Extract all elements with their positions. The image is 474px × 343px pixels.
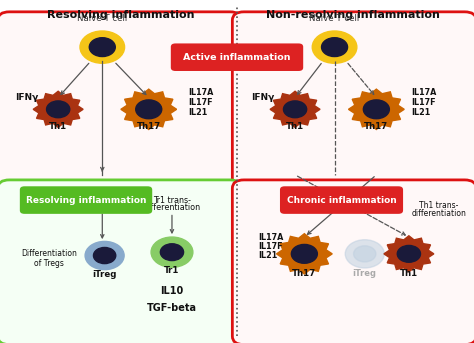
Circle shape: [312, 31, 357, 63]
Polygon shape: [121, 89, 177, 130]
FancyBboxPatch shape: [232, 12, 474, 190]
Text: IL21: IL21: [258, 251, 277, 260]
Circle shape: [89, 38, 115, 57]
Text: IL17A: IL17A: [258, 233, 283, 241]
Text: Resolving inflammation: Resolving inflammation: [47, 10, 195, 20]
Text: Chronic inflammation: Chronic inflammation: [287, 196, 396, 204]
Text: IFNγ: IFNγ: [16, 93, 39, 102]
Text: IL21: IL21: [188, 108, 208, 117]
Text: IL17A: IL17A: [411, 88, 437, 97]
Text: Naive T cell: Naive T cell: [77, 14, 128, 23]
FancyBboxPatch shape: [20, 186, 152, 214]
Text: Differentiation: Differentiation: [21, 249, 77, 258]
Text: IL17F: IL17F: [258, 241, 283, 251]
FancyBboxPatch shape: [280, 186, 403, 214]
Circle shape: [397, 246, 420, 262]
Circle shape: [364, 100, 389, 119]
FancyBboxPatch shape: [0, 12, 242, 190]
Circle shape: [80, 31, 125, 63]
Circle shape: [136, 100, 162, 119]
Text: Th17: Th17: [292, 269, 317, 277]
Text: Th17: Th17: [364, 122, 389, 131]
Text: TGF-beta: TGF-beta: [147, 303, 197, 312]
Text: Non-resolving inflammation: Non-resolving inflammation: [266, 10, 440, 20]
Text: Th1 trans-: Th1 trans-: [419, 201, 459, 210]
Text: iTreg: iTreg: [92, 270, 117, 279]
Text: differentiation: differentiation: [144, 203, 201, 212]
Circle shape: [85, 241, 124, 270]
Text: Th1: Th1: [286, 122, 304, 131]
Circle shape: [354, 246, 376, 262]
Text: IL21: IL21: [411, 108, 430, 117]
Circle shape: [292, 245, 318, 263]
Text: Tr1 trans-: Tr1 trans-: [153, 196, 191, 204]
Text: IL10: IL10: [160, 286, 183, 296]
Circle shape: [46, 101, 70, 118]
Text: of Tregs: of Tregs: [34, 259, 64, 269]
Text: Resolving inflammation: Resolving inflammation: [26, 196, 146, 204]
Text: differentiation: differentiation: [411, 209, 466, 218]
FancyBboxPatch shape: [232, 180, 474, 343]
Circle shape: [160, 244, 183, 261]
Text: Naive T cell: Naive T cell: [310, 14, 360, 23]
Circle shape: [345, 240, 384, 268]
Text: Th1: Th1: [400, 269, 418, 277]
Text: Active inflammation: Active inflammation: [183, 53, 291, 62]
Circle shape: [151, 237, 193, 267]
Circle shape: [283, 101, 307, 118]
Polygon shape: [276, 234, 332, 274]
Polygon shape: [270, 91, 320, 127]
Text: IL17A: IL17A: [188, 88, 214, 97]
Text: Tr1: Tr1: [164, 266, 180, 275]
Circle shape: [321, 38, 347, 57]
Text: iTreg: iTreg: [353, 269, 377, 277]
Text: IFNγ: IFNγ: [251, 93, 274, 102]
Circle shape: [93, 247, 116, 264]
Polygon shape: [384, 236, 434, 272]
Text: IL17F: IL17F: [188, 98, 213, 107]
FancyBboxPatch shape: [0, 180, 242, 343]
Text: Th17: Th17: [137, 122, 161, 131]
Polygon shape: [348, 89, 404, 130]
FancyBboxPatch shape: [171, 44, 303, 71]
Text: IL17F: IL17F: [411, 98, 436, 107]
Polygon shape: [33, 91, 83, 127]
Text: Th1: Th1: [49, 122, 67, 131]
